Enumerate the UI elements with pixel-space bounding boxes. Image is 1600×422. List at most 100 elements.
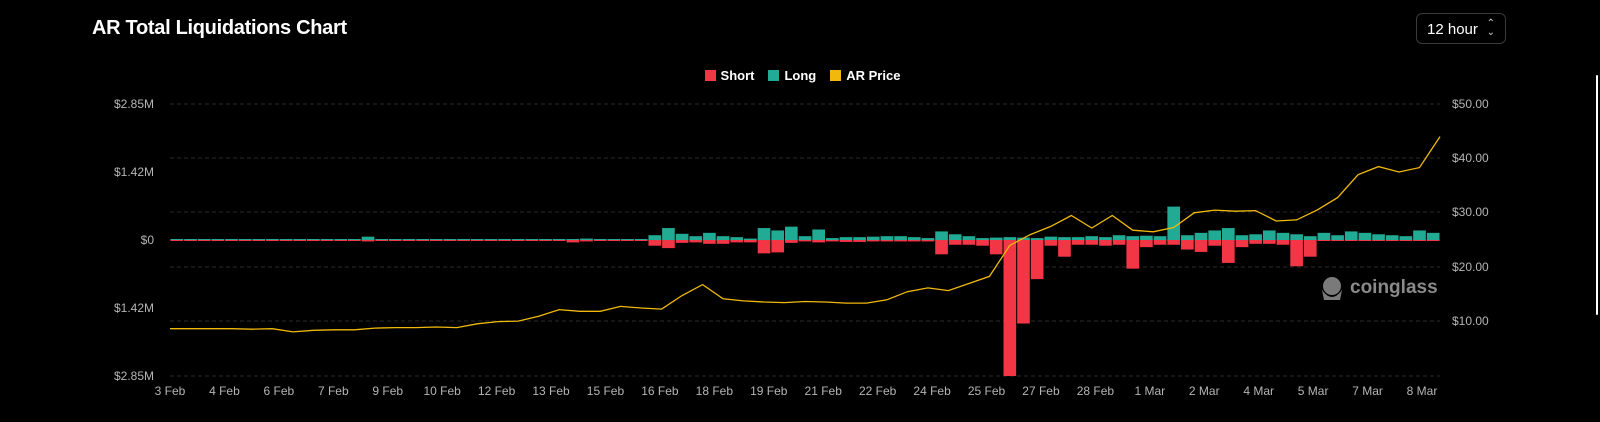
long-bar (402, 239, 416, 240)
short-bar (1235, 240, 1249, 248)
short-bar (921, 240, 935, 242)
long-bar (935, 231, 948, 240)
short-bar (266, 240, 279, 241)
short-bar (948, 240, 962, 245)
short-bar (293, 240, 307, 241)
short-bar (1385, 240, 1399, 241)
x-tick-label: 8 Mar (1407, 384, 1438, 398)
short-bar (484, 240, 498, 241)
long-bar (348, 239, 361, 240)
long-bar (880, 236, 894, 240)
y-left-tick-label: $2.85M (114, 97, 154, 111)
short-bar (1344, 240, 1358, 241)
x-tick-label: 12 Feb (478, 384, 516, 398)
y-right-tick-label: $40.00 (1452, 151, 1489, 165)
short-bar (1181, 240, 1194, 250)
long-bar (375, 239, 388, 240)
short-bar (225, 240, 238, 241)
short-bar (580, 240, 593, 242)
long-bar (1112, 235, 1126, 240)
long-bar (1003, 237, 1017, 240)
long-bar (1290, 234, 1303, 240)
x-tick-label: 4 Feb (209, 384, 240, 398)
long-bar (1153, 236, 1167, 240)
short-bar (648, 240, 662, 246)
short-bar (1426, 240, 1440, 241)
x-tick-label: 15 Feb (587, 384, 625, 398)
bar-series (170, 206, 1440, 376)
long-bar (907, 237, 921, 240)
legend-item-price[interactable]: AR Price (830, 68, 900, 83)
short-bar (1126, 240, 1140, 269)
long-bar (1194, 232, 1208, 240)
x-tick-label: 7 Feb (318, 384, 349, 398)
y-left-tick-label: $1.42M (114, 165, 154, 179)
long-bar (716, 236, 730, 240)
long-bar (866, 236, 880, 240)
long-bar (511, 239, 525, 240)
long-bar (675, 233, 689, 240)
short-bar (1058, 240, 1071, 257)
short-bar (320, 240, 334, 241)
x-tick-label: 16 Feb (641, 384, 679, 398)
short-bar (238, 240, 252, 241)
long-bar (457, 239, 470, 240)
short-bar (252, 240, 266, 241)
short-bar (1071, 240, 1085, 245)
long-bar (552, 239, 566, 240)
short-bar (730, 240, 744, 243)
price-line (170, 136, 1441, 333)
short-bar (894, 240, 907, 242)
long-bar (607, 239, 621, 240)
long-bar (621, 239, 634, 240)
short-bar (498, 240, 511, 241)
long-bar (388, 239, 402, 240)
long-bar (320, 239, 334, 240)
watermark-text: coinglass (1350, 277, 1438, 298)
long-bar (1249, 234, 1262, 240)
x-tick-label: 7 Mar (1352, 384, 1383, 398)
short-bar (1249, 240, 1262, 244)
x-tick-label: 24 Feb (913, 384, 951, 398)
long-bar (648, 235, 662, 240)
short-bar (798, 240, 812, 242)
x-tick-label: 27 Feb (1022, 384, 1060, 398)
legend-swatch-long (768, 70, 780, 81)
x-tick-label: 5 Mar (1298, 384, 1329, 398)
y-right-tick-label: $10.00 (1452, 314, 1489, 328)
short-bar (1276, 240, 1290, 245)
long-bar (1044, 236, 1058, 240)
long-bar (798, 236, 812, 240)
long-bar (1372, 234, 1385, 240)
long-bar (184, 239, 197, 240)
short-bar (962, 240, 976, 245)
short-bar (1262, 240, 1276, 244)
y-right-tick-label: $30.00 (1452, 205, 1489, 219)
short-bar (771, 240, 785, 253)
long-bar (1058, 237, 1071, 240)
short-bar (935, 240, 948, 255)
long-bar (744, 238, 757, 240)
long-bar (662, 228, 675, 240)
long-bar (921, 238, 935, 240)
y-right-tick-label: $50.00 (1452, 97, 1489, 111)
short-bar (1044, 240, 1058, 246)
legend-item-short[interactable]: Short (704, 68, 754, 83)
short-bar (1208, 240, 1222, 246)
long-bar (539, 239, 552, 240)
short-bar (429, 240, 443, 241)
long-bar (279, 239, 293, 240)
short-bar (866, 240, 880, 242)
long-bar (1303, 236, 1317, 240)
scrollbar[interactable] (1596, 75, 1598, 315)
short-bar (757, 240, 771, 254)
short-bar (348, 240, 361, 241)
interval-select[interactable]: 12 hour ⌃ ⌄ (1416, 13, 1506, 44)
long-bar (1317, 232, 1331, 240)
long-bar (1413, 230, 1426, 240)
interval-select-value: 12 hour (1427, 21, 1478, 38)
legend-item-long[interactable]: Long (768, 68, 816, 83)
short-bar (552, 240, 566, 241)
short-bar (184, 240, 197, 241)
